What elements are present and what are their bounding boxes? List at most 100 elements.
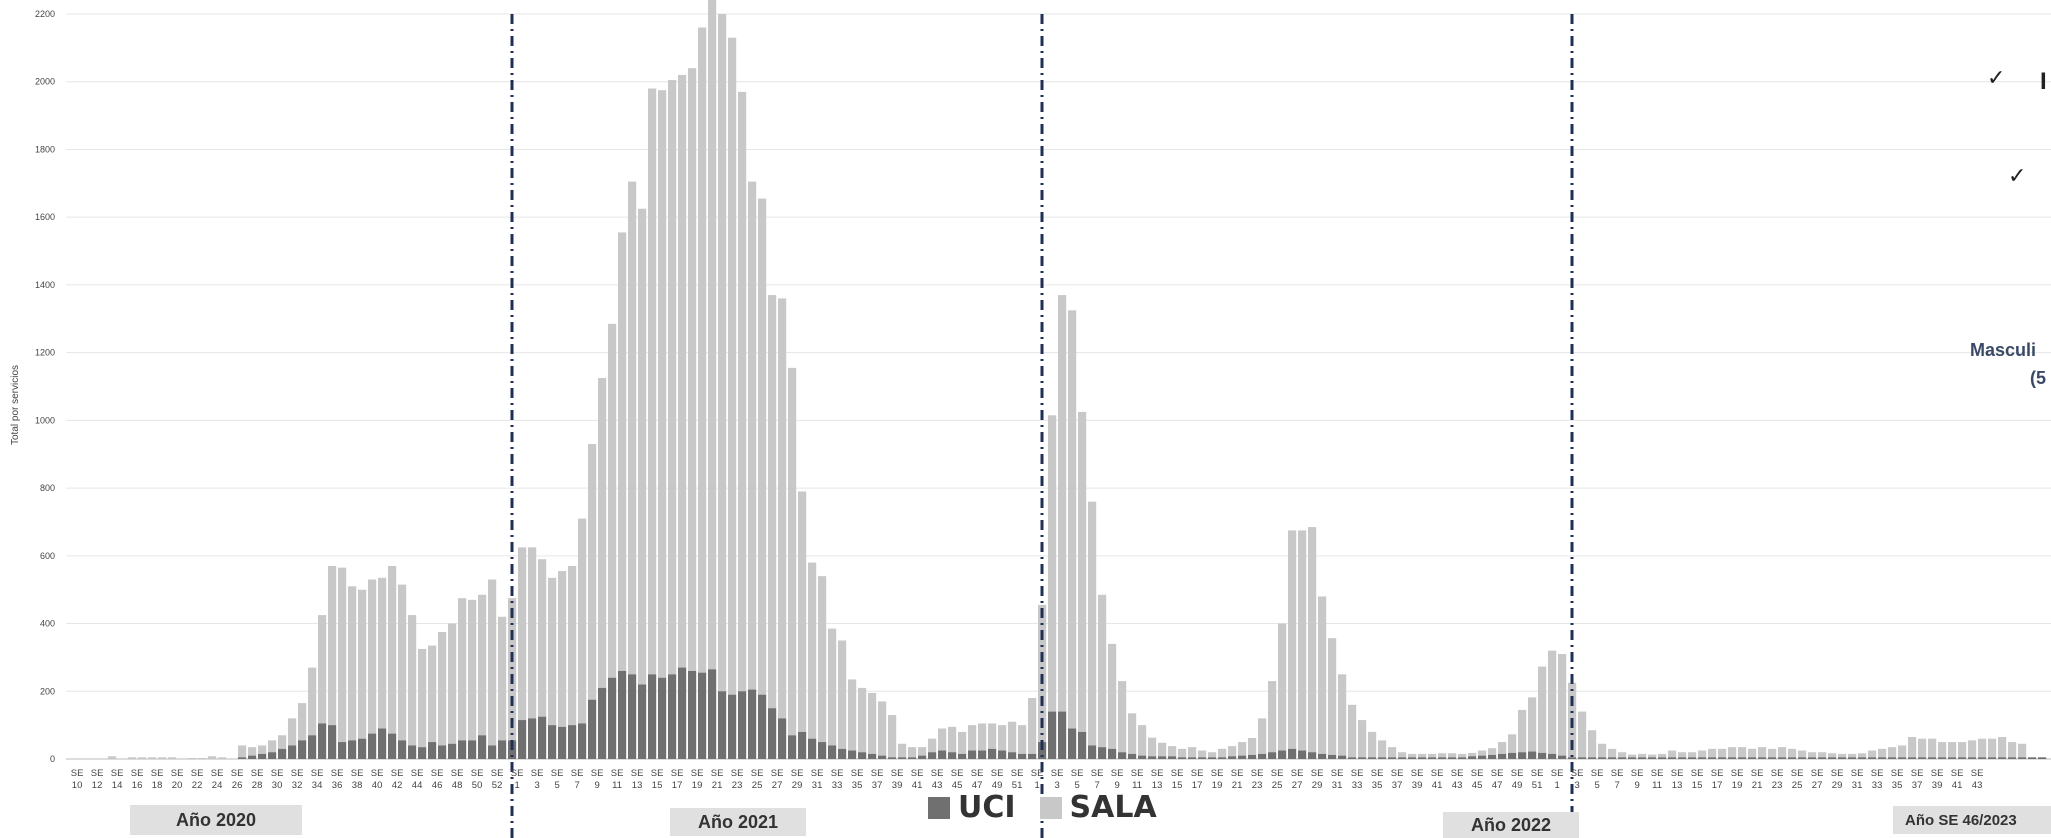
x-tick-label: SE 17 [671,768,684,791]
bar-uci [1478,755,1487,759]
bar-sala [1888,747,1897,758]
bar-sala [1638,753,1647,758]
bar-uci [1178,757,1187,759]
bar-sala [1598,743,1607,758]
bar-uci [1668,757,1677,759]
bar-sala [1318,596,1327,754]
bar-uci [1268,752,1277,759]
bar-sala [388,565,397,734]
y-tick-label: 2200 [35,9,55,19]
bar-sala [1408,753,1417,758]
bar-uci [518,720,527,759]
bar-sala [1678,752,1687,758]
bar-sala [1118,681,1127,753]
x-tick-label: SE 41 [911,768,924,791]
bar-sala [148,757,157,759]
x-tick-label: SE 1 [511,768,524,791]
bar-uci [1188,757,1197,759]
bar-uci [1358,757,1367,759]
x-tick-label: SE 9 [591,768,604,791]
bar-sala [1938,742,1947,758]
bar-uci [1318,753,1327,759]
legend-item-uci: UCI [928,790,1016,825]
x-tick-label: SE 39 [891,768,904,791]
bar-sala [278,735,287,749]
bar-uci [1428,757,1437,759]
bar-sala [1188,747,1197,758]
bar-sala [398,584,407,741]
bar-sala [868,692,877,754]
bar-sala [828,628,837,746]
y-axis-label: Total por servicios [10,365,21,445]
bar-sala [418,648,427,748]
bar-uci [2038,757,2047,759]
bar-uci [418,747,427,759]
bar-uci [1868,757,1877,759]
bar-sala [518,547,527,721]
bar-sala [1388,747,1397,758]
bar-uci [1968,757,1977,759]
bar-sala [108,756,117,759]
x-tick-label: SE 31 [811,768,824,791]
bar-uci [428,742,437,759]
bar-uci [1508,752,1517,759]
bar-sala [1468,752,1477,757]
bar-uci [968,750,977,759]
bar-sala [328,565,337,726]
x-tick-label: SE 37 [1391,768,1404,791]
bar-uci [1828,757,1837,759]
legend-label-uci: UCI [958,790,1016,825]
x-tick-label: SE 14 [111,768,124,791]
bar-sala [1288,530,1297,749]
bar-uci [1448,757,1457,759]
bar-uci [1068,728,1077,759]
bar-uci [468,740,477,759]
y-tick-label: 0 [50,754,55,764]
bar-uci [348,740,357,759]
x-tick-label: SE 27 [1811,768,1824,791]
side-text-masculino: Masculi [1970,340,2037,360]
bar-uci [1928,757,1937,759]
bar-sala [1028,698,1037,754]
x-tick-label: SE 27 [1291,768,1304,791]
bar-sala [1868,750,1877,758]
x-tick-label: SE 25 [751,768,764,791]
bar-uci [618,670,627,759]
bar-uci [1788,757,1797,759]
x-tick-label: SE 35 [1371,768,1384,791]
y-tick-label: 1600 [35,212,55,222]
x-tick-label: SE 23 [731,768,744,791]
bar-sala [1448,753,1457,758]
bar-sala [1438,753,1447,758]
bar-uci [278,748,287,759]
bar-uci [1148,756,1157,759]
bar-uci [1728,757,1737,759]
bar-sala [428,645,437,743]
x-tick-label: SE 7 [1611,768,1624,791]
bar-uci [698,672,707,759]
y-tick-label: 1000 [35,415,55,425]
bar-sala [1818,752,1827,758]
bar-sala [1788,748,1797,758]
bar-uci [1988,757,1997,759]
x-tick-label: SE 9 [1111,768,1124,791]
bar-sala [1528,697,1537,752]
year-label-2022: Año 2022 [1443,812,1579,838]
bar-sala [1978,738,1987,758]
bar-uci [858,752,867,759]
x-tick-label: SE 17 [1191,768,1204,791]
bar-sala [138,757,147,759]
chart-legend: UCI SALA [928,790,1181,825]
bar-uci [1698,757,1707,759]
bar-uci [1088,745,1097,759]
x-tick-label: SE 41 [1431,768,1444,791]
bar-uci [238,757,247,759]
bar-uci [1208,757,1217,759]
bar-sala [858,687,867,753]
bar-sala [2008,742,2017,758]
bar-sala [1748,748,1757,758]
bar-sala [1688,752,1697,758]
bar-sala [808,562,817,739]
bar-sala [548,577,557,726]
x-tick-label: SE 26 [231,768,244,791]
